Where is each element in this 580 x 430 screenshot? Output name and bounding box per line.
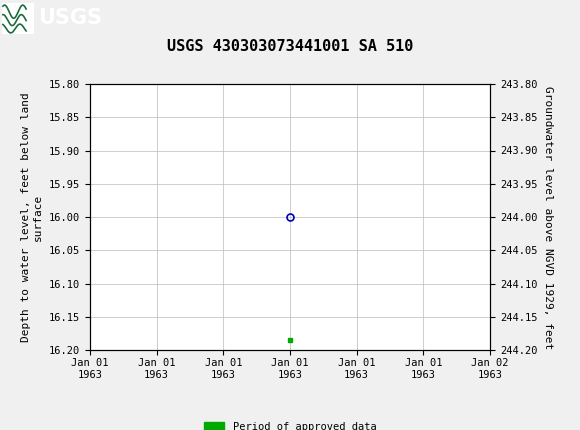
Y-axis label: Depth to water level, feet below land
surface: Depth to water level, feet below land su… bbox=[21, 92, 44, 342]
Bar bbox=[2, 3, 34, 34]
Y-axis label: Groundwater level above NGVD 1929, feet: Groundwater level above NGVD 1929, feet bbox=[543, 86, 553, 349]
Legend: Period of approved data: Period of approved data bbox=[200, 418, 380, 430]
Text: USGS: USGS bbox=[38, 8, 102, 28]
Text: USGS 430303073441001 SA 510: USGS 430303073441001 SA 510 bbox=[167, 39, 413, 54]
